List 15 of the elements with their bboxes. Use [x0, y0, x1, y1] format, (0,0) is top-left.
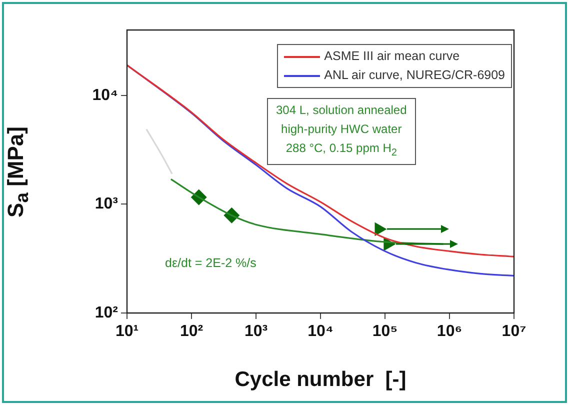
y-tick-label: 10⁴ [92, 86, 118, 104]
y-tick-label: 10³ [94, 196, 118, 213]
x-tick-label: 10⁶ [436, 323, 462, 340]
x-axis-title: Cycle number [-] [234, 368, 406, 392]
legend-label: ANL air curve, NUREG/CR-6909 [324, 67, 505, 84]
x-tick-label: 10¹ [115, 323, 139, 340]
x-tick-label: 10⁵ [372, 323, 398, 340]
legend-label: ASME III air mean curve [324, 48, 460, 65]
annotation: dε/dt = 2E-2 %/s [165, 256, 256, 270]
x-tick-label: 10³ [244, 323, 268, 340]
x-tick-label: 10² [180, 323, 204, 340]
annotation: 304 L, solution annealed high-purity HWC water 288 °C, 0.15 ppm H$_{2}$ [267, 98, 416, 166]
x-tick-label: 10⁴ [308, 323, 334, 340]
x-tick-label: 10⁷ [502, 323, 526, 340]
y-tick-label: 10² [94, 304, 118, 322]
